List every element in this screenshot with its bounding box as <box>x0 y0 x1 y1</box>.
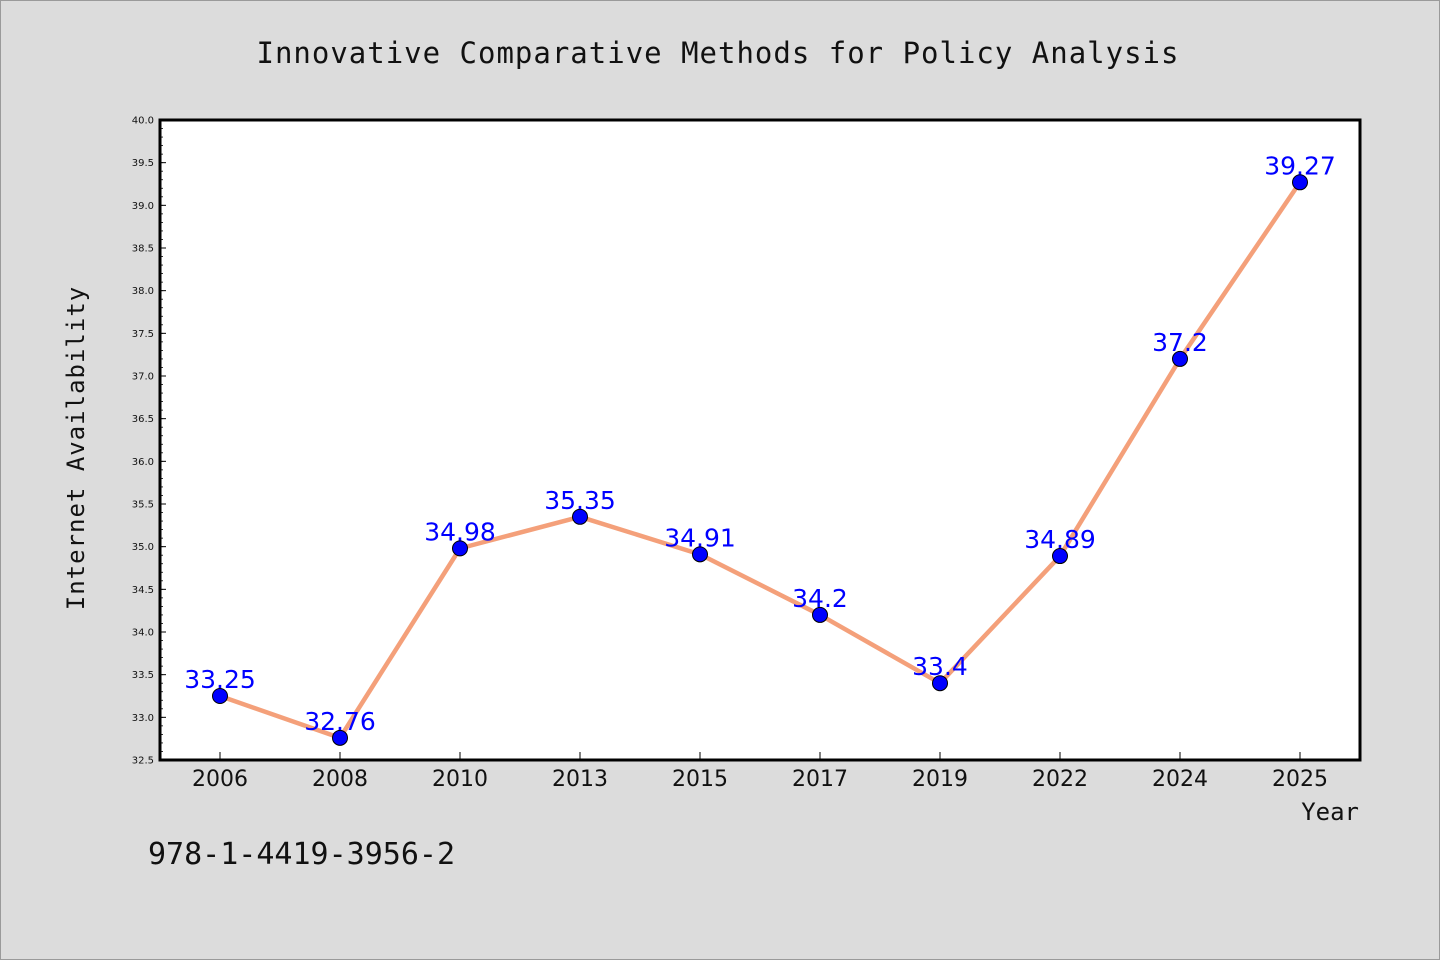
data-point-marker <box>1172 350 1188 367</box>
x-tick-label: 2015 <box>672 767 728 792</box>
y-tick-label: 40.0 <box>132 116 154 127</box>
chart-title: Innovative Comparative Methods for Polic… <box>257 36 1180 70</box>
marker-group <box>212 174 1308 746</box>
data-point-marker <box>452 540 468 557</box>
y-tick-label: 34.0 <box>132 628 154 639</box>
y-tick-label: 37.5 <box>132 329 154 340</box>
x-tick-label: 2024 <box>1152 767 1208 792</box>
y-tick-label: 39.5 <box>132 158 154 169</box>
x-tick-label: 2013 <box>552 767 608 792</box>
series-line <box>217 180 1303 741</box>
y-tick-label: 36.5 <box>132 414 154 425</box>
data-label: 34.98 <box>424 517 496 546</box>
y-tick-label: 32.5 <box>132 756 154 767</box>
data-label: 39.27 <box>1264 151 1336 180</box>
data-label: 34.89 <box>1024 525 1096 554</box>
data-point-marker <box>1052 548 1068 565</box>
data-point-marker <box>1292 174 1308 191</box>
y-tick-label: 35.0 <box>132 542 154 553</box>
x-tick-label: 2025 <box>1272 767 1328 792</box>
y-axis-label: Internet Availability <box>62 286 90 610</box>
y-tick-label: 37.0 <box>132 372 154 383</box>
y-tick-label: 38.5 <box>132 244 154 255</box>
data-point-marker <box>332 729 348 746</box>
y-tick-label: 34.5 <box>132 585 154 596</box>
data-point-marker <box>692 546 708 563</box>
data-label: 37.2 <box>1152 328 1208 357</box>
y-tick-label: 36.0 <box>132 457 154 468</box>
x-axis-label: Year <box>1301 798 1359 826</box>
data-label-group: 33.25 32.76 34.98 35.35 34.91 34.2 33.4 34.89 37… <box>184 151 1336 736</box>
x-tick-label: 2022 <box>1032 767 1088 792</box>
data-point-marker <box>932 675 948 692</box>
data-label: 34.2 <box>792 584 848 613</box>
data-point-marker <box>212 688 228 704</box>
data-label: 32.76 <box>304 707 376 736</box>
data-point-marker <box>812 606 828 623</box>
x-tick-label: 2017 <box>792 767 848 792</box>
y-tick-label: 38.0 <box>132 286 154 297</box>
x-tick-label: 2008 <box>312 767 368 792</box>
data-label: 35.35 <box>544 486 616 515</box>
y-tick-label: 35.5 <box>132 500 154 511</box>
x-axis: 2006 2008 2010 2013 2015 2017 2019 2022 2024 2025 <box>192 752 1328 792</box>
x-tick-label: 2010 <box>432 767 488 792</box>
y-axis: 32.5 33.0 33.5 34.0 34.5 35.0 35.5 36.0 36.5 37.0… <box>132 116 166 767</box>
series-line-group <box>217 180 1303 741</box>
plot-area <box>158 118 1362 762</box>
x-tick-label: 2019 <box>912 767 968 792</box>
data-label: 34.91 <box>664 523 736 552</box>
y-tick-label: 39.0 <box>132 201 154 212</box>
data-label: 33.4 <box>912 652 968 681</box>
isbn-text: 978-1-4419-3956-2 <box>148 837 455 872</box>
y-tick-label: 33.5 <box>132 670 154 681</box>
data-point-marker <box>572 508 588 525</box>
data-label: 33.25 <box>184 665 256 694</box>
x-tick-label: 2006 <box>192 767 248 792</box>
y-tick-label: 33.0 <box>132 713 154 724</box>
